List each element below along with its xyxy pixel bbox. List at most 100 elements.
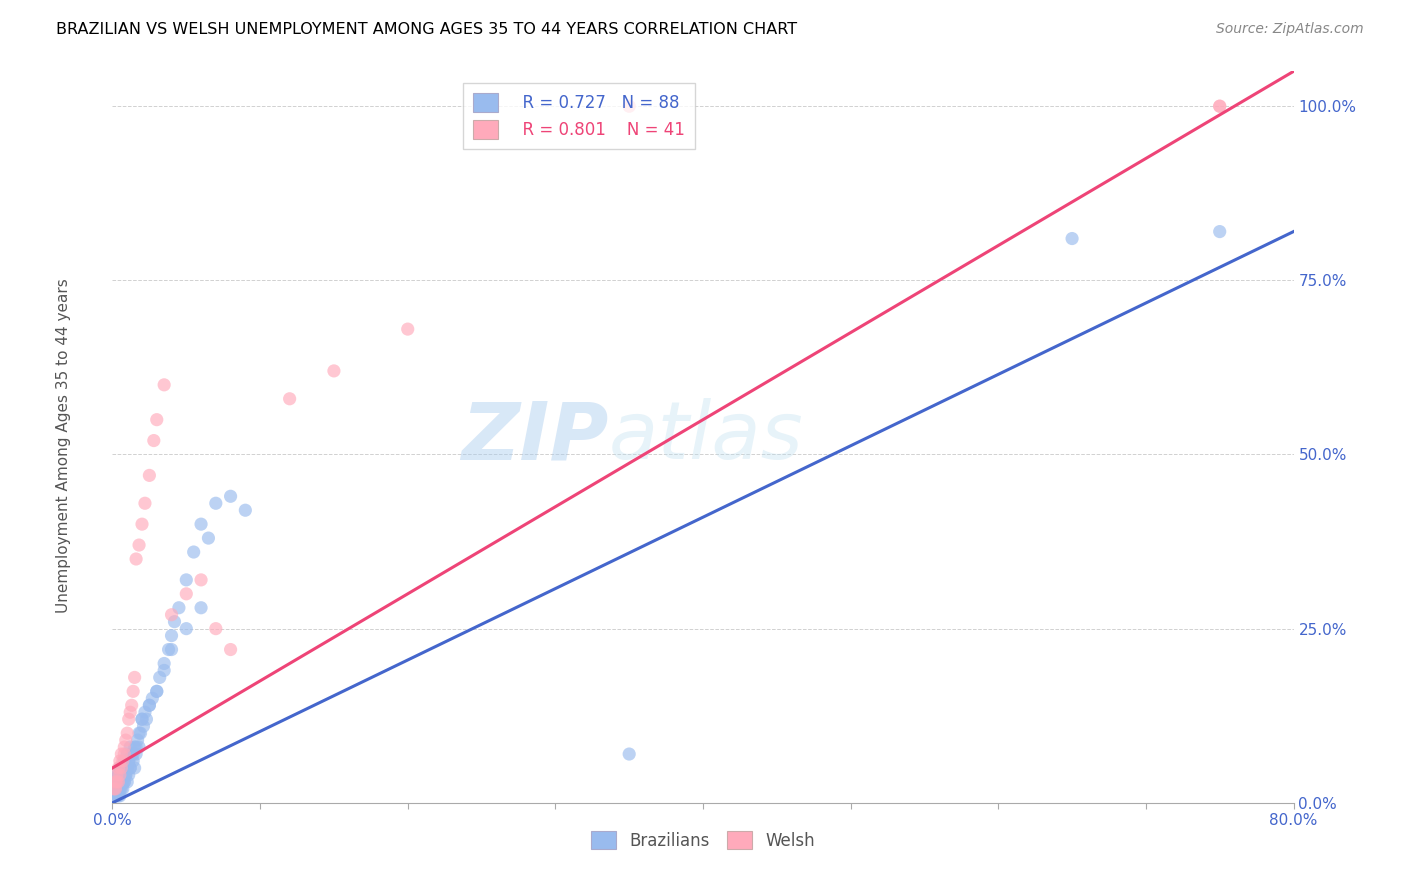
Point bbox=[110, 775, 132, 789]
Point bbox=[233, 503, 256, 517]
Point bbox=[108, 768, 131, 782]
Point bbox=[103, 781, 125, 796]
Point bbox=[107, 781, 129, 796]
Point bbox=[120, 740, 142, 755]
Point bbox=[112, 768, 135, 782]
Point bbox=[118, 754, 141, 768]
Point bbox=[104, 781, 127, 796]
Point bbox=[117, 726, 138, 740]
Point bbox=[160, 642, 183, 657]
Point bbox=[111, 768, 134, 782]
Point bbox=[174, 573, 197, 587]
Point bbox=[114, 768, 136, 782]
Point bbox=[190, 517, 212, 532]
Point bbox=[1208, 99, 1232, 113]
Point bbox=[125, 552, 148, 566]
Point bbox=[108, 754, 131, 768]
Point bbox=[135, 712, 157, 726]
Point bbox=[1208, 99, 1232, 113]
Point bbox=[107, 775, 129, 789]
Point bbox=[132, 719, 155, 733]
Point bbox=[619, 99, 641, 113]
Point bbox=[114, 733, 136, 747]
Point bbox=[103, 789, 125, 803]
Point bbox=[141, 691, 163, 706]
Point bbox=[117, 747, 138, 761]
Point bbox=[205, 496, 228, 510]
Point bbox=[183, 545, 205, 559]
Text: BRAZILIAN VS WELSH UNEMPLOYMENT AMONG AGES 35 TO 44 YEARS CORRELATION CHART: BRAZILIAN VS WELSH UNEMPLOYMENT AMONG AG… bbox=[56, 22, 797, 37]
Point bbox=[104, 775, 127, 789]
Point bbox=[174, 622, 197, 636]
Point bbox=[174, 587, 197, 601]
Point bbox=[112, 775, 135, 789]
Point bbox=[107, 768, 129, 782]
Point bbox=[128, 538, 150, 552]
Point bbox=[108, 781, 131, 796]
Point bbox=[396, 322, 419, 336]
Point bbox=[129, 726, 152, 740]
Point bbox=[323, 364, 346, 378]
Point bbox=[1208, 225, 1232, 239]
Point bbox=[142, 434, 165, 448]
Point bbox=[104, 789, 127, 803]
Point bbox=[619, 99, 641, 113]
Point bbox=[125, 747, 148, 761]
Point bbox=[110, 747, 132, 761]
Point bbox=[105, 768, 128, 782]
Point bbox=[111, 761, 134, 775]
Point bbox=[128, 726, 150, 740]
Point bbox=[108, 768, 131, 782]
Point bbox=[205, 622, 228, 636]
Point bbox=[105, 775, 128, 789]
Point bbox=[131, 712, 153, 726]
Point bbox=[112, 754, 135, 768]
Legend: Brazilians, Welsh: Brazilians, Welsh bbox=[585, 824, 821, 856]
Point bbox=[104, 781, 127, 796]
Point bbox=[167, 600, 190, 615]
Point bbox=[105, 768, 128, 782]
Text: atlas: atlas bbox=[609, 398, 803, 476]
Point bbox=[122, 754, 145, 768]
Point bbox=[108, 781, 131, 796]
Point bbox=[111, 754, 134, 768]
Point bbox=[112, 775, 135, 789]
Point bbox=[112, 747, 135, 761]
Point bbox=[118, 754, 141, 768]
Point bbox=[107, 761, 129, 775]
Point bbox=[105, 775, 128, 789]
Point bbox=[153, 664, 176, 678]
Point bbox=[105, 775, 128, 789]
Point bbox=[118, 712, 141, 726]
Point bbox=[120, 761, 142, 775]
Point bbox=[103, 781, 125, 796]
Point bbox=[124, 670, 146, 684]
Point bbox=[121, 698, 143, 713]
Point bbox=[110, 775, 132, 789]
Point bbox=[120, 761, 142, 775]
Point bbox=[122, 684, 145, 698]
Point bbox=[112, 740, 135, 755]
Point bbox=[127, 733, 149, 747]
Point bbox=[278, 392, 301, 406]
Point bbox=[107, 775, 129, 789]
Point bbox=[110, 768, 132, 782]
Point bbox=[131, 517, 153, 532]
Point bbox=[134, 496, 156, 510]
Point bbox=[125, 740, 148, 755]
Point bbox=[104, 781, 127, 796]
Point bbox=[146, 412, 169, 426]
Point bbox=[153, 377, 176, 392]
Point bbox=[149, 670, 172, 684]
Point bbox=[160, 629, 183, 643]
Point bbox=[122, 747, 145, 761]
Point bbox=[163, 615, 186, 629]
Point bbox=[111, 775, 134, 789]
Point bbox=[146, 684, 169, 698]
Point bbox=[118, 768, 141, 782]
Point bbox=[160, 607, 183, 622]
Point bbox=[108, 761, 131, 775]
Text: Unemployment Among Ages 35 to 44 years: Unemployment Among Ages 35 to 44 years bbox=[56, 278, 70, 614]
Point bbox=[128, 740, 150, 755]
Point bbox=[111, 781, 134, 796]
